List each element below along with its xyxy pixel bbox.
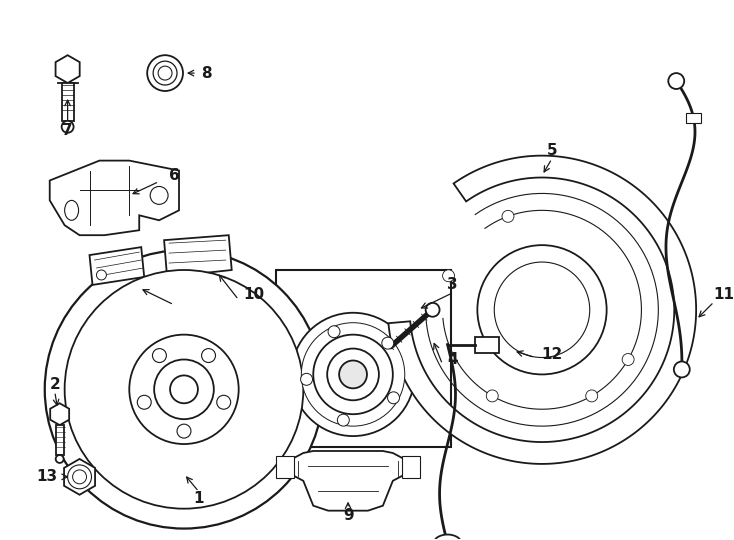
Text: 4: 4: [447, 352, 458, 367]
Polygon shape: [388, 156, 696, 464]
Bar: [476, 336, 499, 353]
Circle shape: [328, 326, 340, 338]
Circle shape: [62, 121, 73, 133]
Text: 5: 5: [547, 143, 557, 158]
Circle shape: [494, 262, 589, 357]
Circle shape: [502, 211, 514, 222]
Circle shape: [45, 250, 323, 529]
Circle shape: [154, 360, 214, 419]
Circle shape: [56, 455, 64, 463]
Circle shape: [487, 390, 498, 402]
Circle shape: [313, 335, 393, 414]
Circle shape: [586, 390, 597, 402]
Text: 12: 12: [541, 347, 562, 362]
Text: 13: 13: [36, 469, 57, 484]
Circle shape: [426, 303, 440, 317]
Circle shape: [177, 424, 191, 438]
Text: 8: 8: [202, 65, 212, 80]
Circle shape: [291, 313, 415, 436]
Bar: [277, 270, 451, 447]
Circle shape: [388, 392, 399, 404]
Circle shape: [170, 375, 198, 403]
Circle shape: [622, 354, 634, 366]
Circle shape: [668, 73, 684, 89]
Ellipse shape: [65, 200, 79, 220]
Bar: [686, 112, 702, 123]
Text: 6: 6: [169, 168, 179, 183]
Circle shape: [73, 470, 87, 484]
Bar: [56, 425, 64, 455]
Text: 11: 11: [713, 287, 734, 302]
Polygon shape: [164, 235, 232, 277]
Text: 2: 2: [49, 377, 60, 392]
Circle shape: [339, 361, 367, 388]
Bar: [401, 456, 420, 478]
Circle shape: [338, 414, 349, 426]
Circle shape: [382, 337, 393, 349]
Circle shape: [301, 373, 313, 385]
Circle shape: [443, 270, 454, 282]
Circle shape: [153, 61, 177, 85]
Circle shape: [217, 395, 230, 409]
Text: 7: 7: [62, 123, 73, 138]
Circle shape: [153, 349, 167, 362]
Bar: [62, 83, 73, 121]
Circle shape: [148, 55, 183, 91]
Text: 10: 10: [243, 287, 264, 302]
Circle shape: [137, 395, 151, 409]
Circle shape: [158, 66, 172, 80]
Polygon shape: [64, 459, 95, 495]
Circle shape: [150, 186, 168, 204]
Polygon shape: [90, 247, 144, 285]
Text: 9: 9: [343, 508, 353, 523]
Circle shape: [477, 245, 606, 374]
Polygon shape: [56, 55, 80, 83]
Polygon shape: [288, 451, 408, 511]
Circle shape: [202, 349, 216, 362]
Text: 1: 1: [194, 491, 204, 506]
Ellipse shape: [434, 535, 462, 540]
Circle shape: [129, 335, 239, 444]
Circle shape: [68, 465, 92, 489]
Polygon shape: [50, 160, 179, 235]
Circle shape: [674, 361, 690, 377]
Circle shape: [65, 270, 303, 509]
Bar: [277, 456, 294, 478]
Circle shape: [96, 270, 106, 280]
Circle shape: [327, 348, 379, 400]
Polygon shape: [50, 403, 69, 425]
Text: 3: 3: [447, 278, 458, 293]
Circle shape: [302, 323, 404, 426]
